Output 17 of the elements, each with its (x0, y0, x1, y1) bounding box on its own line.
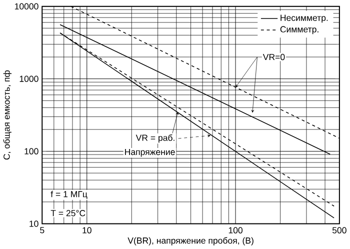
legend-label: Симметр. (280, 26, 318, 34)
x-tick-label: 100 (228, 227, 243, 234)
y-tick-label: 10 (30, 220, 38, 227)
legend-label: Несимметр. (280, 14, 328, 23)
y-tick-label: 1000 (20, 76, 38, 82)
annotation: f = 1 МГц (50, 191, 88, 200)
x-tick-label: 500 (332, 227, 346, 234)
x-axis-title: V(BR), напряжение пробоя, (В) (128, 237, 254, 246)
annotation: VR = раб. (136, 134, 174, 143)
annotation: VR=0 (262, 54, 285, 60)
y-axis-title: C, общая емкость, пф (3, 70, 12, 160)
x-tick-label: 10 (82, 227, 92, 234)
annotation: Напряжение (125, 149, 175, 157)
x-tick-label: 5 (40, 227, 44, 234)
annotation: T = 25°C (50, 210, 86, 216)
y-tick-label: 10000 (14, 3, 38, 10)
y-tick-label: 100 (24, 148, 38, 155)
